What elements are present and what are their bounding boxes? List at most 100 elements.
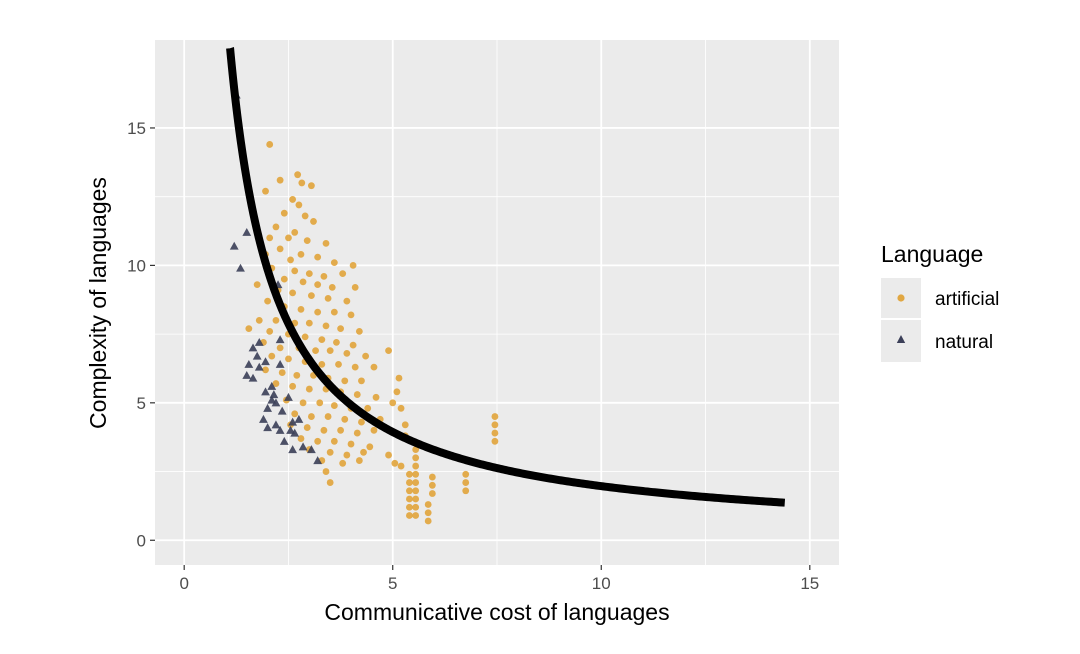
artificial-point xyxy=(362,352,370,360)
artificial-point xyxy=(428,490,436,497)
natural-point xyxy=(294,414,304,423)
artificial-point xyxy=(341,377,349,385)
artificial-point xyxy=(280,275,288,283)
artificial-point xyxy=(391,459,399,467)
artificial-point xyxy=(272,380,280,387)
artificial-point xyxy=(289,196,297,203)
artificial-point xyxy=(491,413,499,420)
natural-point xyxy=(313,456,323,465)
artificial-point xyxy=(310,218,317,225)
artificial-point xyxy=(324,294,332,302)
artificial-point xyxy=(320,272,328,280)
y-axis-title: Complexity of languages xyxy=(85,177,111,429)
y-tick-label: 10 xyxy=(127,256,146,275)
artificial-point xyxy=(262,366,269,374)
artificial-point xyxy=(276,176,284,184)
artificial-point xyxy=(297,305,305,313)
artificial-point xyxy=(303,237,311,245)
artificial-point xyxy=(347,440,355,448)
artificial-point xyxy=(330,402,338,409)
legend-label-natural: natural xyxy=(935,332,993,353)
legend-label-artificial: artificial xyxy=(935,289,999,310)
artificial-point xyxy=(353,391,361,398)
artificial-point xyxy=(305,319,313,327)
artificial-point xyxy=(339,459,347,467)
natural-point xyxy=(307,445,316,454)
natural-point xyxy=(290,428,300,437)
artificial-point xyxy=(406,512,413,519)
artificial-point xyxy=(328,283,336,291)
artificial-point xyxy=(412,470,420,478)
artificial-point xyxy=(262,187,269,195)
x-tick-label: 0 xyxy=(179,574,188,593)
artificial-point xyxy=(424,517,432,525)
natural-point xyxy=(252,351,262,360)
artificial-point xyxy=(314,308,322,316)
artificial-point xyxy=(406,470,413,478)
artificial-point xyxy=(326,448,334,456)
artificial-point xyxy=(276,344,284,352)
artificial-point xyxy=(337,325,344,333)
artificial-point xyxy=(305,385,313,393)
artificial-point xyxy=(289,382,297,390)
artificial-point xyxy=(308,182,315,190)
artificial-point xyxy=(337,426,344,434)
artificial-point xyxy=(412,495,420,503)
natural-point xyxy=(271,420,281,429)
artificial-point xyxy=(322,322,330,330)
artificial-point xyxy=(397,462,405,470)
artificial-point xyxy=(412,446,420,453)
artificial-point xyxy=(314,253,322,261)
x-tick-label: 5 xyxy=(388,574,397,593)
artificial-point xyxy=(287,256,294,264)
natural-point xyxy=(298,442,308,451)
axis-tick-labels: 0 5 10 15 0 5 10 15 xyxy=(127,119,819,593)
natural-point xyxy=(229,241,239,250)
artificial-point xyxy=(294,171,302,179)
natural-point xyxy=(263,423,273,432)
artificial-point xyxy=(264,297,272,305)
axis-ticks xyxy=(150,127,811,570)
artificial-point xyxy=(326,479,334,486)
artificial-point xyxy=(385,451,392,459)
artificial-point xyxy=(278,369,286,376)
artificial-point xyxy=(333,338,340,346)
natural-point xyxy=(248,373,258,382)
artificial-point xyxy=(299,278,307,286)
artificial-point xyxy=(370,363,378,371)
y-tick-label: 15 xyxy=(127,119,146,138)
artificial-points xyxy=(245,141,499,525)
artificial-point xyxy=(316,399,324,407)
natural-point xyxy=(242,228,252,236)
natural-point xyxy=(288,417,298,426)
artificial-point xyxy=(412,487,420,495)
natural-point xyxy=(275,425,285,434)
artificial-point xyxy=(301,212,309,220)
artificial-point xyxy=(355,327,363,335)
artificial-point xyxy=(491,437,499,445)
legend-title: Language xyxy=(881,241,983,267)
fit-curve-line xyxy=(226,46,786,507)
natural-point xyxy=(242,370,252,379)
natural-point xyxy=(261,387,270,396)
artificial-point xyxy=(314,281,322,289)
artificial-point xyxy=(293,371,301,379)
natural-point xyxy=(254,362,264,371)
artificial-point xyxy=(324,413,332,420)
y-tick-label: 0 xyxy=(137,531,146,550)
x-axis-title: Communicative cost of languages xyxy=(324,599,669,625)
artificial-point xyxy=(335,360,342,368)
artificial-point xyxy=(370,426,378,434)
artificial-point xyxy=(266,141,274,148)
artificial-point xyxy=(291,267,299,275)
artificial-point xyxy=(339,270,347,278)
artificial-point xyxy=(343,451,351,459)
natural-point xyxy=(254,337,264,346)
artificial-point xyxy=(312,347,319,355)
artificial-point xyxy=(266,234,274,242)
natural-point xyxy=(259,414,268,423)
natural-point xyxy=(275,359,285,368)
artificial-point xyxy=(393,388,401,396)
x-tick-label: 10 xyxy=(592,574,611,593)
